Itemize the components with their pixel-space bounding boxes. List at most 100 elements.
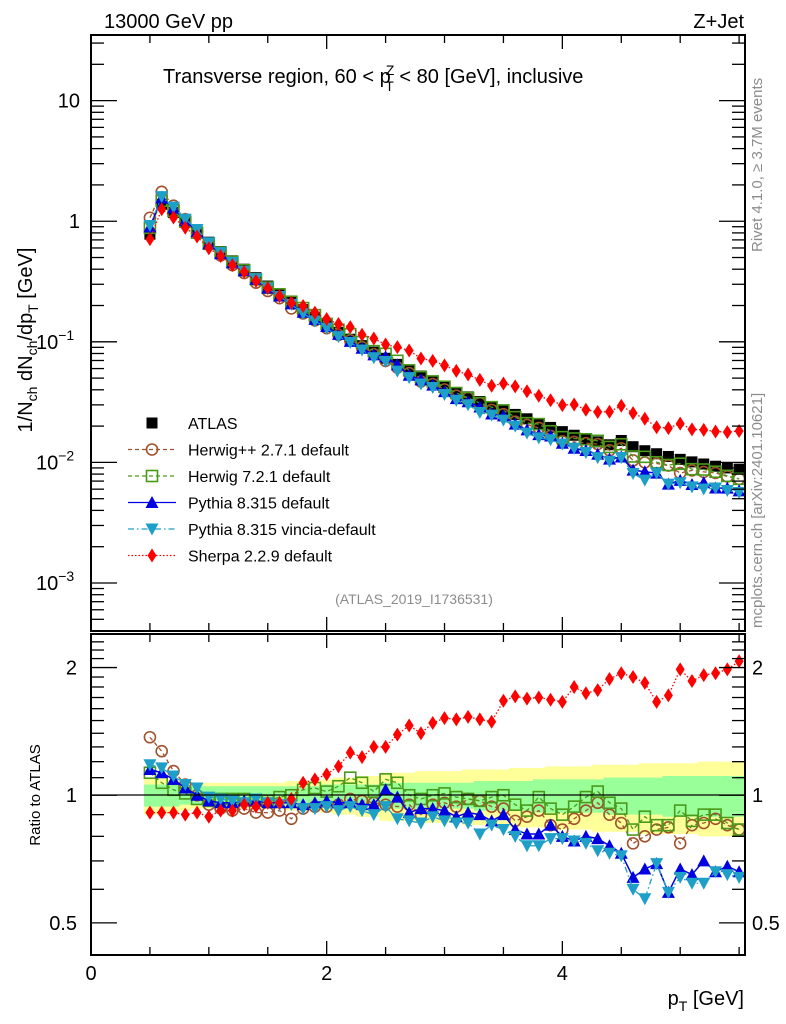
ratio-data-point (591, 845, 605, 858)
ratio-data-point (663, 688, 673, 703)
legend-label: Herwig++ 2.7.1 default (188, 443, 350, 460)
legend-marker (145, 523, 159, 536)
ratio-y-tick-label: 1 (66, 785, 77, 807)
plot-title-pre: Transverse region, 60 < p (163, 66, 391, 88)
ratio-data-point (722, 662, 732, 677)
ratio-y-tick-label-right: 0.5 (752, 913, 780, 935)
data-point (591, 452, 605, 465)
ratio-data-point (508, 830, 522, 843)
ratio-data-point (628, 670, 638, 685)
data-point (602, 455, 616, 468)
x-tick-label: 4 (557, 963, 568, 985)
ratio-y-tick-label-right: 1 (752, 785, 763, 807)
ratio-data-point (475, 712, 485, 727)
data-point (251, 273, 261, 288)
ratio-data-point (345, 745, 355, 760)
side-text-top: Rivet 4.1.0, ≥ 3.7M events (749, 78, 766, 252)
data-point (438, 389, 452, 402)
legend-item: Pythia 8.315 default (128, 496, 330, 513)
ratio-y-tick-label: 0.5 (49, 913, 77, 935)
ratio-data-point (532, 840, 546, 853)
data-point (734, 423, 744, 438)
data-point (614, 452, 628, 465)
legend-marker (145, 469, 159, 483)
data-point (168, 210, 178, 225)
data-point (178, 213, 192, 226)
data-point (616, 398, 626, 413)
data-point (555, 438, 569, 451)
data-point (569, 397, 579, 412)
data-point (485, 409, 499, 422)
data-point (661, 478, 675, 491)
data-point (367, 352, 381, 365)
data-point (216, 248, 226, 263)
data-point (263, 281, 273, 296)
data-point (298, 299, 308, 314)
data-point (697, 483, 711, 496)
y-tick-label: 10−1 (36, 327, 74, 354)
ratio-data-point (496, 824, 510, 837)
series-herwig-2-7-1-default (143, 185, 745, 486)
ratio-data-point (591, 785, 605, 798)
ratio-data-point (214, 793, 228, 806)
data-point (369, 331, 379, 346)
ratio-data-point (522, 691, 532, 706)
ratio-data-point (556, 808, 569, 821)
legend-label: ATLAS (188, 416, 238, 433)
data-point-atlas (651, 448, 663, 460)
ratio-data-point (544, 818, 558, 831)
ratio-data-point (249, 793, 263, 806)
data-point (675, 416, 685, 431)
data-point (275, 288, 285, 303)
ratio-data-point (711, 666, 721, 681)
ratio-data-point (192, 805, 202, 820)
data-point (722, 425, 732, 440)
data-point (333, 317, 343, 332)
ratio-data-point (673, 871, 687, 884)
data-point-atlas (686, 456, 698, 468)
plot-title: Transverse region, 60 < pZ T < 80 [GeV], … (163, 62, 583, 94)
ratio-data-point (438, 815, 452, 828)
data-point (227, 258, 237, 273)
data-point (709, 482, 723, 495)
ratio-data-point (178, 779, 192, 792)
ratio-data-point (534, 690, 544, 705)
ratio-data-point (673, 862, 687, 875)
ratio-data-point (720, 859, 734, 872)
data-point (416, 351, 426, 366)
data-point (520, 427, 534, 440)
ratio-data-point (532, 790, 546, 804)
data-point (143, 220, 157, 233)
plot-title-sub: T (385, 78, 394, 94)
data-point (557, 398, 567, 413)
ratio-data-point (381, 739, 391, 754)
ratio-data-point (155, 744, 169, 758)
legend-label: Pythia 8.315 default (188, 496, 330, 513)
data-point (428, 353, 438, 368)
x-tick-label: 2 (321, 963, 332, 985)
ratio-data-point (438, 804, 452, 817)
ratio-data-point (616, 666, 626, 681)
y-tick-label: 1 (69, 211, 80, 233)
side-text-bottom: mcplots.cern.ch [arXiv:2401.10621] (749, 393, 766, 628)
data-point (487, 378, 497, 393)
data-point (426, 381, 440, 394)
ratio-data-point (332, 779, 345, 793)
ratio-data-point (367, 809, 381, 822)
ratio-data-point (414, 802, 428, 815)
ratio-data-point (428, 716, 438, 731)
legend-item: Sherpa 2.2.9 default (128, 548, 333, 566)
ratio-data-point (310, 772, 320, 787)
ratio-data-point (461, 817, 475, 830)
data-point (204, 241, 214, 256)
ratio-data-point (591, 832, 605, 845)
ratio-data-point (614, 802, 628, 815)
ratio-data-point (367, 798, 381, 811)
data-point (687, 422, 697, 437)
ratio-data-point (579, 837, 593, 850)
data-point (498, 376, 508, 391)
ratio-data-point (251, 799, 261, 814)
ratio-data-point (546, 692, 556, 707)
ratio-data-point (402, 806, 416, 819)
data-point (320, 322, 334, 335)
